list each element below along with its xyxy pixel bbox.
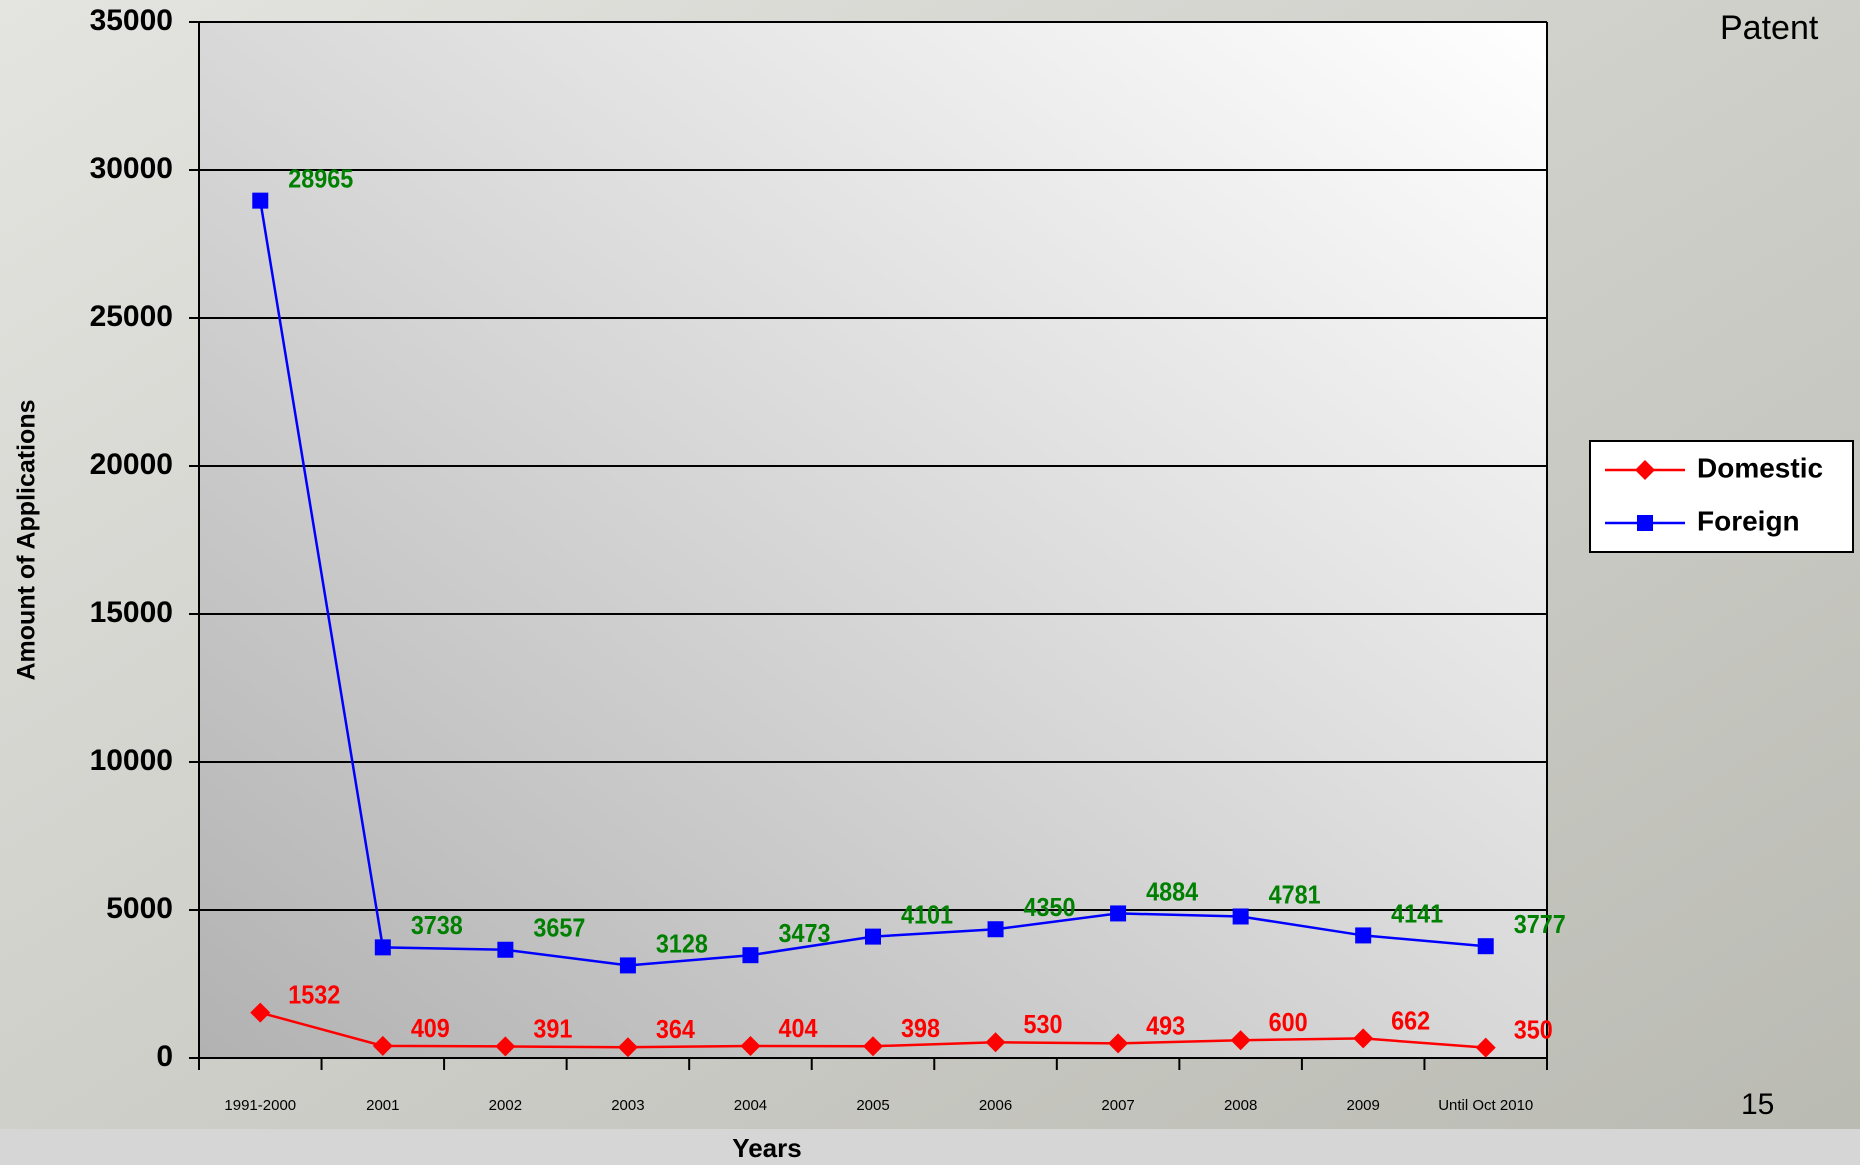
x-tick-label: 2009 bbox=[1346, 1097, 1379, 1114]
x-tick-label: 2003 bbox=[611, 1097, 644, 1114]
footer-band bbox=[0, 1129, 1860, 1165]
data-label: 3473 bbox=[778, 918, 830, 948]
marker bbox=[617, 1037, 638, 1058]
marker bbox=[495, 1036, 516, 1057]
data-label: 3128 bbox=[656, 928, 708, 958]
y-tick-label: 35000 bbox=[90, 4, 173, 37]
data-label: 398 bbox=[901, 1013, 940, 1043]
marker bbox=[1353, 1028, 1374, 1049]
data-label: 350 bbox=[1514, 1015, 1553, 1045]
marker bbox=[497, 941, 514, 958]
x-tick-label: Until Oct 2010 bbox=[1438, 1097, 1533, 1114]
marker bbox=[1230, 1030, 1251, 1051]
marker bbox=[1110, 905, 1127, 922]
data-label: 391 bbox=[533, 1013, 572, 1043]
marker bbox=[250, 1002, 271, 1023]
y-axis-label: Amount of Applications bbox=[13, 400, 41, 681]
legend-label: Foreign bbox=[1697, 505, 1800, 536]
marker bbox=[1635, 460, 1655, 480]
x-tick-label: 2002 bbox=[489, 1097, 522, 1114]
data-label: 1532 bbox=[288, 980, 340, 1010]
marker bbox=[372, 1035, 393, 1056]
x-tick-label: 2006 bbox=[979, 1097, 1012, 1114]
marker bbox=[987, 921, 1004, 938]
x-tick-label: 2007 bbox=[1101, 1097, 1134, 1114]
data-label: 404 bbox=[778, 1013, 817, 1043]
marker bbox=[1637, 515, 1653, 531]
x-tick-label: 2004 bbox=[734, 1097, 767, 1114]
x-axis-label: Years bbox=[732, 1133, 801, 1163]
marker bbox=[1477, 938, 1494, 955]
y-tick-label: 20000 bbox=[90, 448, 173, 481]
data-label: 3657 bbox=[533, 913, 585, 943]
marker bbox=[863, 1036, 883, 1057]
marker bbox=[742, 947, 759, 964]
marker bbox=[1355, 927, 1372, 944]
data-label: 3777 bbox=[1514, 909, 1566, 939]
data-label: 364 bbox=[656, 1014, 695, 1044]
marker bbox=[1108, 1033, 1129, 1054]
page-number: 15 bbox=[1741, 1088, 1774, 1121]
data-label: 4141 bbox=[1391, 898, 1443, 928]
data-label: 4884 bbox=[1146, 876, 1198, 906]
legend: Domestic Foreign bbox=[1589, 440, 1854, 553]
y-tick-label: 25000 bbox=[90, 300, 173, 333]
y-tick-label: 5000 bbox=[106, 892, 173, 925]
data-label: 3738 bbox=[411, 910, 463, 940]
x-tick-label: 2005 bbox=[856, 1097, 889, 1114]
x-tick-label: 2001 bbox=[366, 1097, 399, 1114]
x-tick-label: 1991-2000 bbox=[224, 1097, 296, 1114]
data-label: 4781 bbox=[1269, 879, 1321, 909]
data-label: 409 bbox=[411, 1013, 450, 1043]
data-label: 600 bbox=[1269, 1007, 1308, 1037]
data-label: 662 bbox=[1391, 1005, 1430, 1035]
marker bbox=[865, 928, 881, 945]
data-label: 530 bbox=[1024, 1009, 1063, 1039]
y-tick-label: 30000 bbox=[90, 152, 173, 185]
data-label: 4350 bbox=[1024, 892, 1076, 922]
data-label: 28965 bbox=[288, 164, 353, 194]
data-label: 493 bbox=[1146, 1010, 1185, 1040]
x-tick-label: 2008 bbox=[1224, 1097, 1257, 1114]
y-tick-label: 10000 bbox=[90, 744, 173, 777]
marker bbox=[1232, 908, 1249, 925]
marker bbox=[985, 1032, 1006, 1053]
legend-label: Domestic bbox=[1697, 452, 1823, 483]
legend-box bbox=[1589, 440, 1854, 553]
marker bbox=[740, 1036, 761, 1057]
marker bbox=[252, 192, 269, 209]
marker bbox=[619, 957, 636, 974]
data-label: 4101 bbox=[901, 899, 953, 929]
marker bbox=[1475, 1037, 1496, 1058]
plot-area bbox=[199, 22, 1547, 1058]
y-tick-label: 15000 bbox=[90, 596, 173, 629]
y-tick-label: 0 bbox=[156, 1040, 173, 1073]
slide-title: Patent bbox=[1720, 9, 1819, 47]
marker bbox=[374, 939, 391, 956]
